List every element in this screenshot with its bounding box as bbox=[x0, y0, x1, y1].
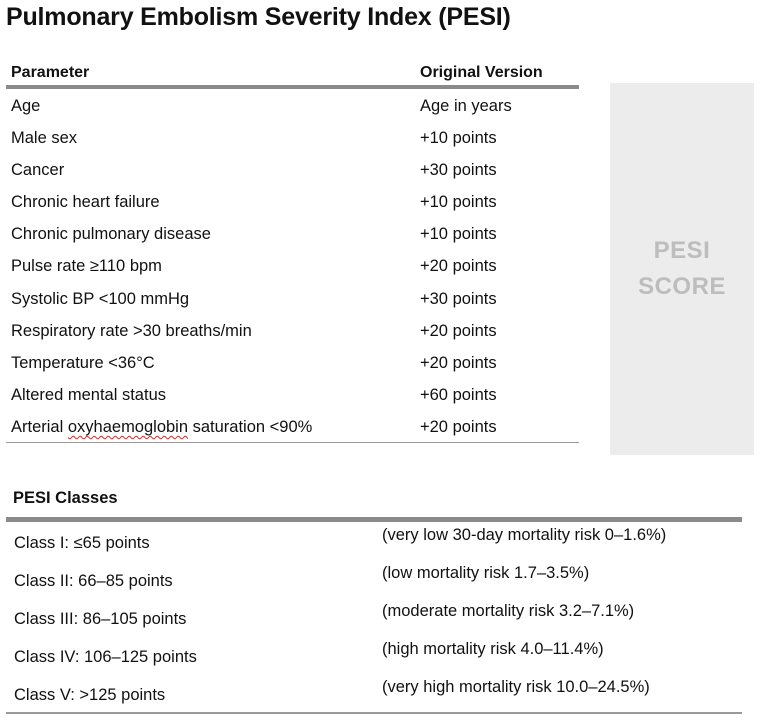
parameter-cell: Respiratory rate >30 breaths/min bbox=[11, 321, 252, 340]
table-row: Cancer +30 points bbox=[6, 153, 579, 185]
header-original-version: Original Version bbox=[420, 64, 543, 81]
table-row: Temperature <36°C +20 points bbox=[6, 346, 579, 378]
table-row: Class II: 66–85 points (low mortality ri… bbox=[6, 560, 742, 598]
risk-cell: (high mortality risk 4.0–11.4%) bbox=[382, 640, 604, 658]
parameter-cell: Chronic pulmonary disease bbox=[11, 225, 211, 244]
class-cell: Class II: 66–85 points bbox=[14, 572, 173, 590]
table-row: Class V: >125 points (very high mortalit… bbox=[6, 674, 742, 712]
points-cell: +20 points bbox=[420, 353, 497, 372]
table-row: Class IV: 106–125 points (high mortality… bbox=[6, 636, 742, 674]
header-parameter: Parameter bbox=[11, 64, 90, 81]
parameter-cell: Cancer bbox=[11, 161, 65, 180]
parameters-table: Parameter Original Version Age Age in ye… bbox=[6, 56, 579, 444]
points-cell: +60 points bbox=[420, 385, 497, 404]
table-row: Systolic BP <100 mmHg +30 points bbox=[6, 282, 579, 314]
table-row: Male sex +10 points bbox=[6, 121, 579, 153]
table-row: Age Age in years bbox=[6, 89, 579, 121]
parameter-cell: Systolic BP <100 mmHg bbox=[11, 289, 190, 308]
table-row: Arterial oxyhaemoglobin saturation <90% … bbox=[6, 410, 579, 442]
points-cell: +20 points bbox=[420, 257, 497, 276]
table-row: Pulse rate ≥110 bpm +20 points bbox=[6, 249, 579, 281]
points-cell: +10 points bbox=[420, 193, 497, 212]
points-cell: +30 points bbox=[420, 289, 497, 308]
points-cell: +20 points bbox=[420, 321, 497, 340]
class-cell: Class IV: 106–125 points bbox=[14, 648, 197, 666]
table-row: Chronic heart failure +10 points bbox=[6, 185, 579, 217]
points-cell: Age in years bbox=[420, 97, 512, 115]
table-row: Altered mental status +60 points bbox=[6, 378, 579, 410]
parameter-cell: Altered mental status bbox=[11, 385, 166, 404]
page-title: Pulmonary Embolism Severity Index (PESI) bbox=[6, 3, 511, 31]
class-cell: Class I: ≤65 points bbox=[14, 534, 150, 552]
points-cell: +30 points bbox=[420, 161, 497, 180]
class-cell: Class V: >125 points bbox=[14, 686, 166, 704]
score-label-line1: PESI bbox=[653, 237, 711, 264]
risk-cell: (low mortality risk 1.7–3.5%) bbox=[382, 564, 590, 582]
parameter-text-prefix: Arterial bbox=[11, 417, 68, 436]
parameter-text-suffix: saturation <90% bbox=[188, 417, 313, 436]
points-cell: +10 points bbox=[420, 129, 497, 148]
table-row: Class I: ≤65 points (very low 30-day mor… bbox=[6, 522, 742, 560]
table-row: Respiratory rate >30 breaths/min +20 poi… bbox=[6, 314, 579, 346]
pesi-score-box: PESI SCORE bbox=[610, 83, 754, 455]
risk-cell: (moderate mortality risk 3.2–7.1%) bbox=[382, 602, 635, 620]
classes-top-rule bbox=[6, 517, 742, 522]
classes-title: PESI Classes bbox=[13, 489, 118, 507]
parameter-cell: Male sex bbox=[11, 129, 78, 148]
classes-bottom-rule bbox=[6, 712, 742, 714]
class-cell: Class III: 86–105 points bbox=[14, 610, 187, 628]
parameter-cell: Temperature <36°C bbox=[11, 353, 155, 372]
parameter-cell: Pulse rate ≥110 bpm bbox=[11, 257, 162, 276]
risk-cell: (very low 30-day mortality risk 0–1.6%) bbox=[382, 526, 667, 544]
parameter-cell: Chronic heart failure bbox=[11, 193, 160, 212]
risk-cell: (very high mortality risk 10.0–24.5%) bbox=[382, 678, 650, 696]
table-bottom-rule bbox=[6, 442, 579, 444]
parameters-table-header: Parameter Original Version bbox=[6, 56, 579, 89]
table-row: Class III: 86–105 points (moderate morta… bbox=[6, 598, 742, 636]
points-cell: +10 points bbox=[420, 225, 497, 244]
table-row: Chronic pulmonary disease +10 points bbox=[6, 217, 579, 249]
parameter-cell: Arterial oxyhaemoglobin saturation <90% bbox=[11, 418, 312, 437]
spellcheck-underlined-word: oxyhaemoglobin bbox=[67, 417, 189, 436]
score-label-line2: SCORE bbox=[638, 273, 726, 300]
parameter-cell: Age bbox=[11, 97, 41, 115]
points-cell: +20 points bbox=[420, 417, 497, 436]
